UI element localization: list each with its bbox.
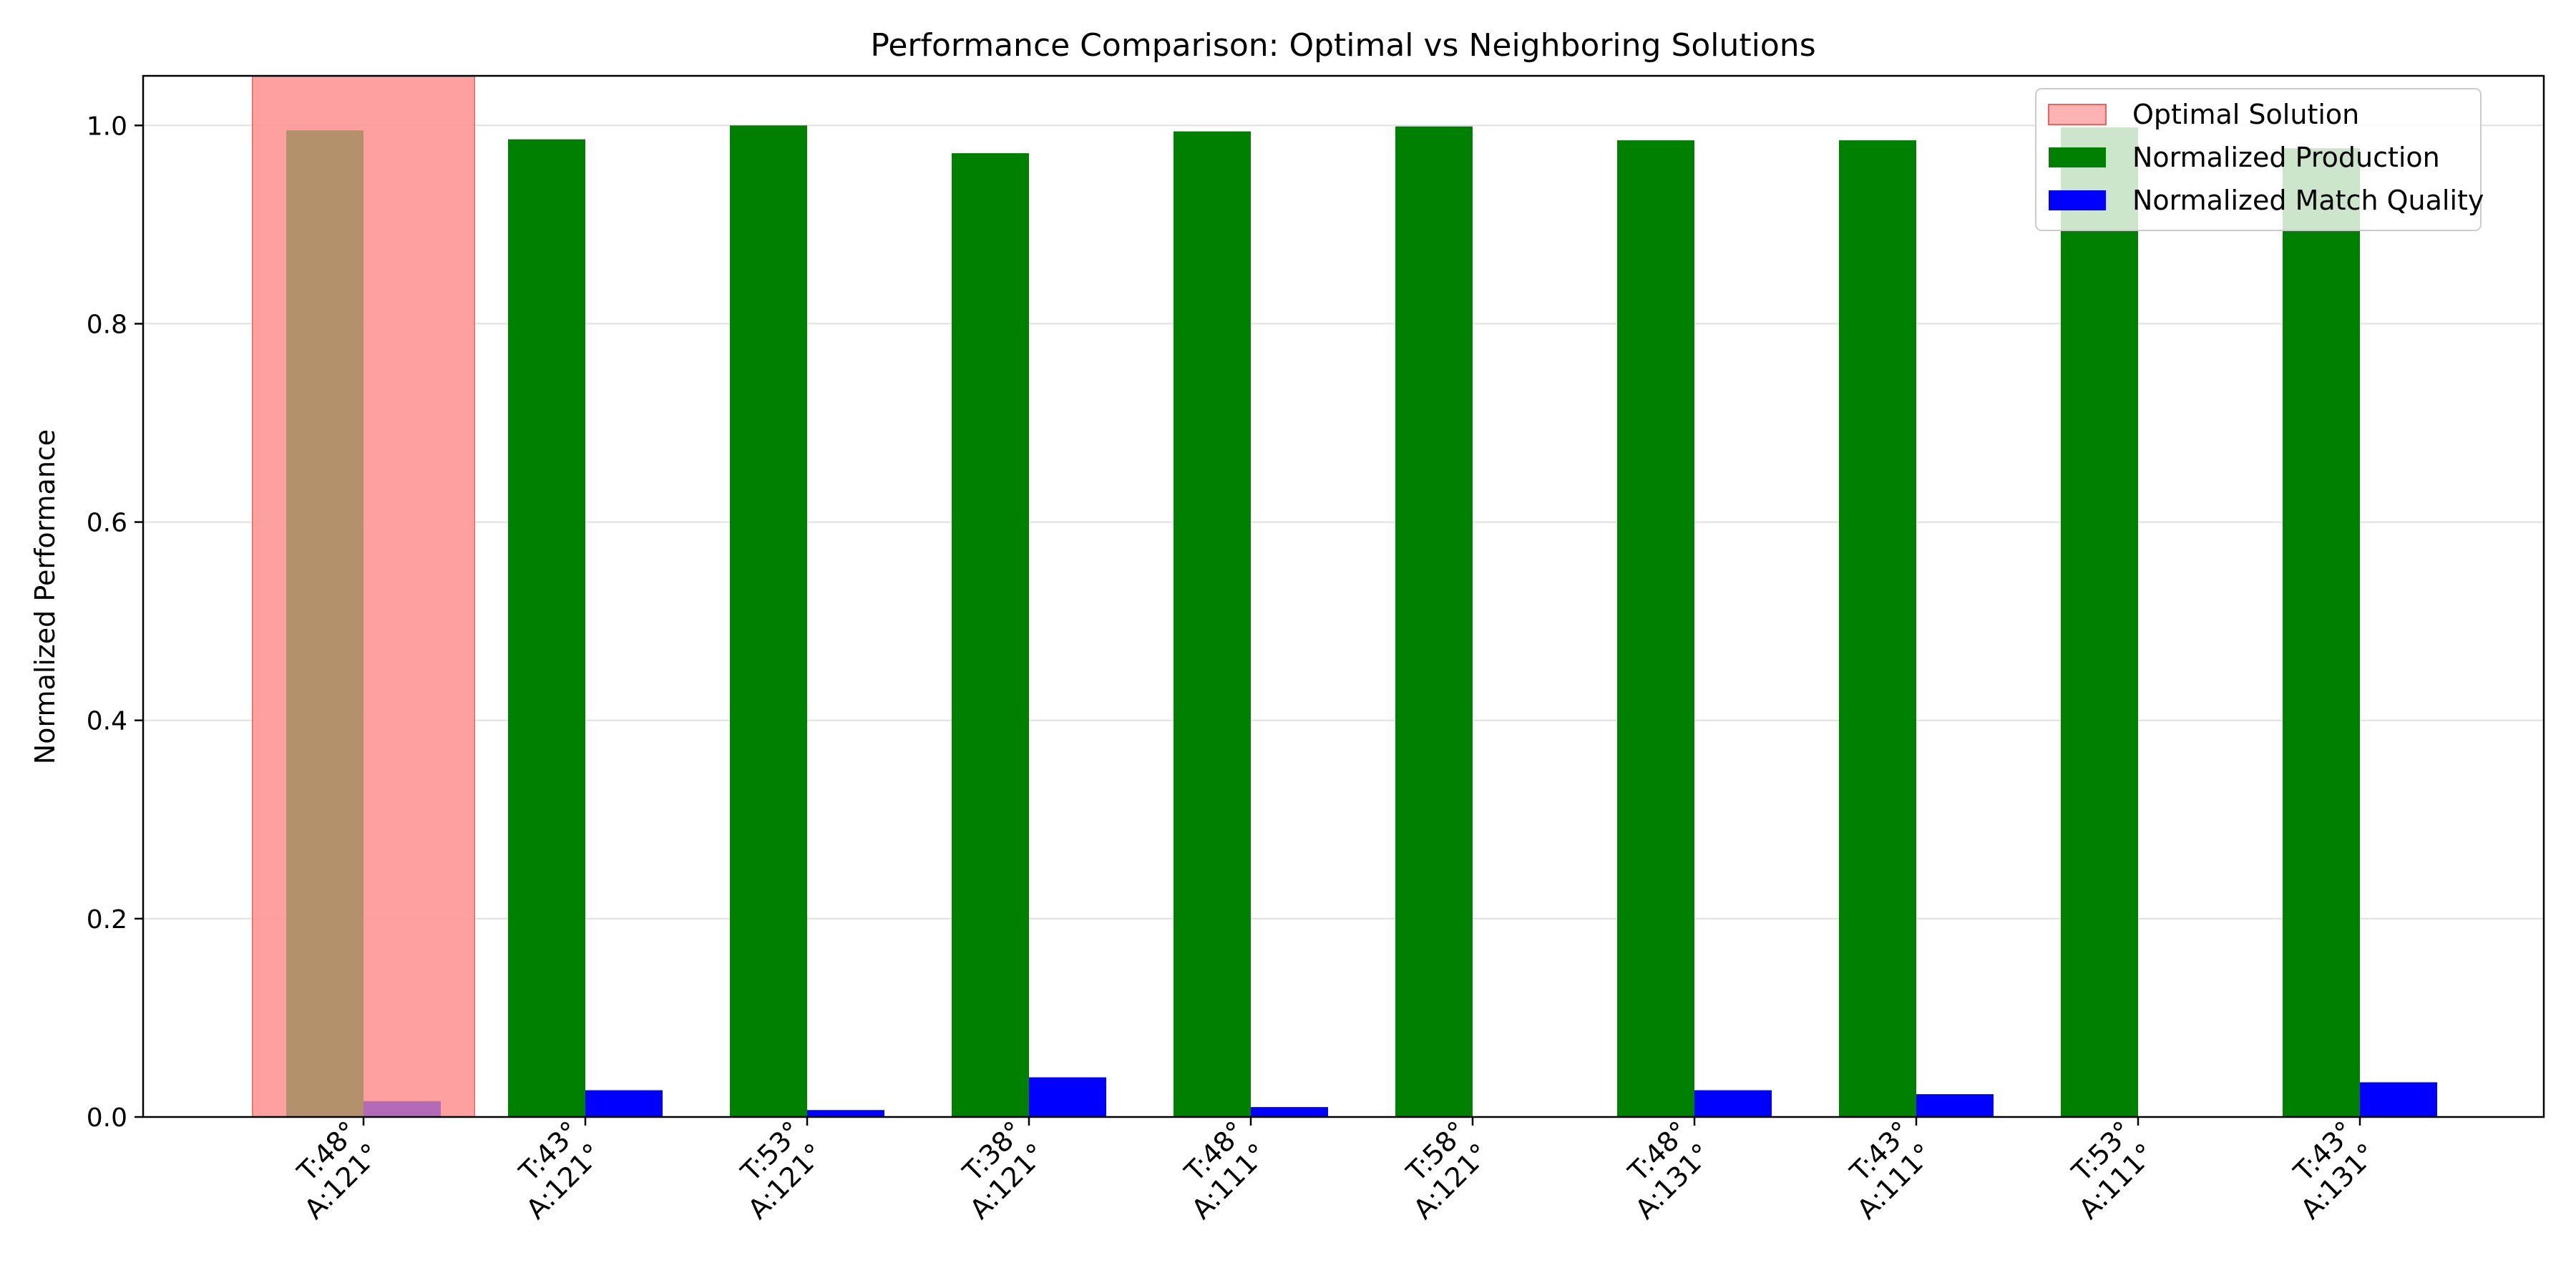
y-gridlines — [143, 125, 2544, 1118]
production-bar — [1395, 126, 1473, 1118]
match-quality-bar — [1029, 1077, 1106, 1117]
y-tick-label: 1.0 — [87, 112, 127, 141]
legend-normalized-match-quality-swatch — [2049, 190, 2106, 210]
y-tick-label: 0.8 — [87, 310, 127, 339]
x-axis-ticks: T:48°A:121° T:43°A:121° T:53°A:121° T:38°A:… — [291, 1115, 2382, 1225]
production-bar — [730, 125, 807, 1117]
x-tick-label: T:53°A:121° — [734, 1115, 829, 1225]
x-tick-label: T:43°A:121° — [512, 1115, 608, 1225]
match-quality-bar — [1251, 1107, 1328, 1117]
match-quality-bar — [2360, 1082, 2437, 1117]
y-tick-label: 0.4 — [87, 707, 127, 736]
x-tick-label: T:43°A:131° — [2287, 1115, 2382, 1225]
plot-area-frame — [142, 74, 2545, 1118]
x-tick-label: T:48°A:131° — [1621, 1115, 1717, 1225]
production-bar — [2283, 148, 2360, 1118]
y-axis-ticks: 0.0 0.2 0.4 0.6 0.8 1.0 — [87, 112, 143, 1133]
match-quality-bar — [585, 1090, 663, 1117]
x-tick-label: T:43°A:111° — [1843, 1115, 1938, 1225]
y-axis-label: Normalized Performance — [29, 429, 61, 764]
match-quality-bar — [1694, 1090, 1772, 1117]
y-tick-label: 0.6 — [87, 509, 127, 538]
production-bar — [2061, 127, 2138, 1118]
legend-box — [2035, 88, 2482, 231]
y-tick-label: 0.0 — [87, 1103, 127, 1133]
optimal-solution-overlay — [253, 76, 474, 1117]
bars — [253, 76, 2437, 1118]
legend-optimal-solution-label: Optimal Solution — [2132, 99, 2359, 130]
match-quality-bar — [1916, 1094, 1994, 1117]
match-quality-bar — [807, 1110, 884, 1117]
x-tick-label: T:38°A:121° — [956, 1115, 1051, 1225]
legend-normalized-match-quality-label: Normalized Match Quality — [2132, 185, 2484, 216]
production-bar — [1174, 131, 1251, 1118]
x-tick-label: T:48°A:121° — [291, 1115, 386, 1225]
production-bar — [952, 153, 1029, 1118]
x-tick-label: T:48°A:111° — [1178, 1115, 1273, 1225]
legend-normalized-production-swatch — [2049, 147, 2106, 167]
x-tick-label: T:58°A:121° — [1400, 1115, 1495, 1225]
y-tick-label: 0.2 — [87, 905, 127, 935]
production-bar — [1617, 140, 1694, 1118]
chart-title: Performance Comparison: Optimal vs Neigh… — [870, 27, 1815, 64]
legend: Optimal Solution Normalized Production Nor… — [2035, 88, 2484, 231]
legend-optimal-solution-swatch — [2048, 104, 2107, 125]
legend-normalized-production-label: Normalized Production — [2132, 142, 2440, 173]
production-bar — [508, 139, 585, 1118]
production-bar — [1839, 140, 1916, 1118]
x-tick-label: T:53°A:111° — [2065, 1115, 2160, 1225]
